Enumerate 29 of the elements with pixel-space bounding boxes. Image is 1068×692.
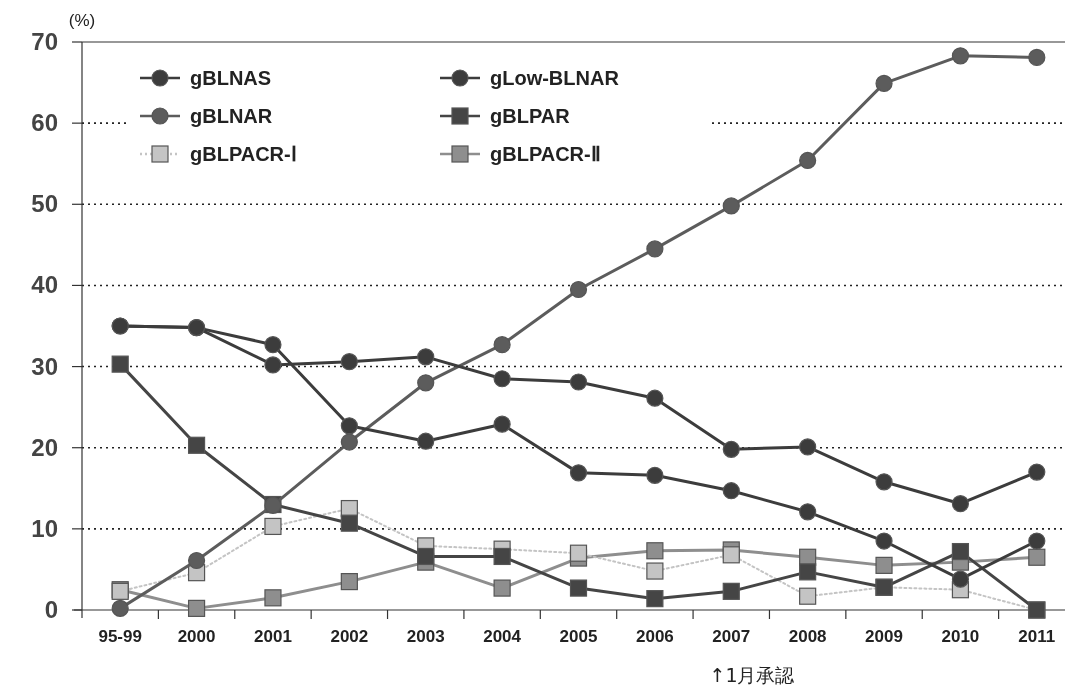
legend-label: gBLNAR [190,105,273,127]
x-tick-label: 2002 [330,627,369,646]
y-axis-title: (%) [68,11,96,30]
y-tick-label: 70 [31,28,58,55]
y-tick-label: 30 [31,352,58,380]
y-tick-label: 0 [44,596,58,623]
text: ↑1月承認 [709,664,795,686]
x-tick-label: 2001 [254,627,292,646]
x-tick-label: 2007 [712,627,751,646]
x-tick-label: 2010 [941,627,980,646]
y-tick-label: 20 [31,433,58,461]
legend-label: gBLPACR-Ⅱ [490,143,601,165]
x-tick-label: 95-99 [98,627,142,646]
legend-label: gLow-BLNAR [490,67,620,89]
x-tick-label: 2008 [788,627,827,646]
x-tick-label: 2011 [1018,627,1056,646]
x-tick-label: 2004 [483,627,522,646]
x-tick-label: 2003 [406,627,445,646]
x-tick-label: 2000 [177,627,216,646]
y-tick-label: 60 [31,109,58,137]
x-tick-label: 2005 [559,627,598,646]
y-tick-label: 40 [31,271,58,299]
legend-label: gBLNAS [190,67,272,89]
y-tick-label: 50 [31,190,58,218]
legend-label: gBLPAR [490,105,571,127]
legend-label: gBLPACR-Ⅰ [190,143,297,165]
x-tick-label: 2006 [635,627,674,646]
x-tick-label: 2009 [865,627,903,646]
y-tick-label: 10 [31,514,58,542]
